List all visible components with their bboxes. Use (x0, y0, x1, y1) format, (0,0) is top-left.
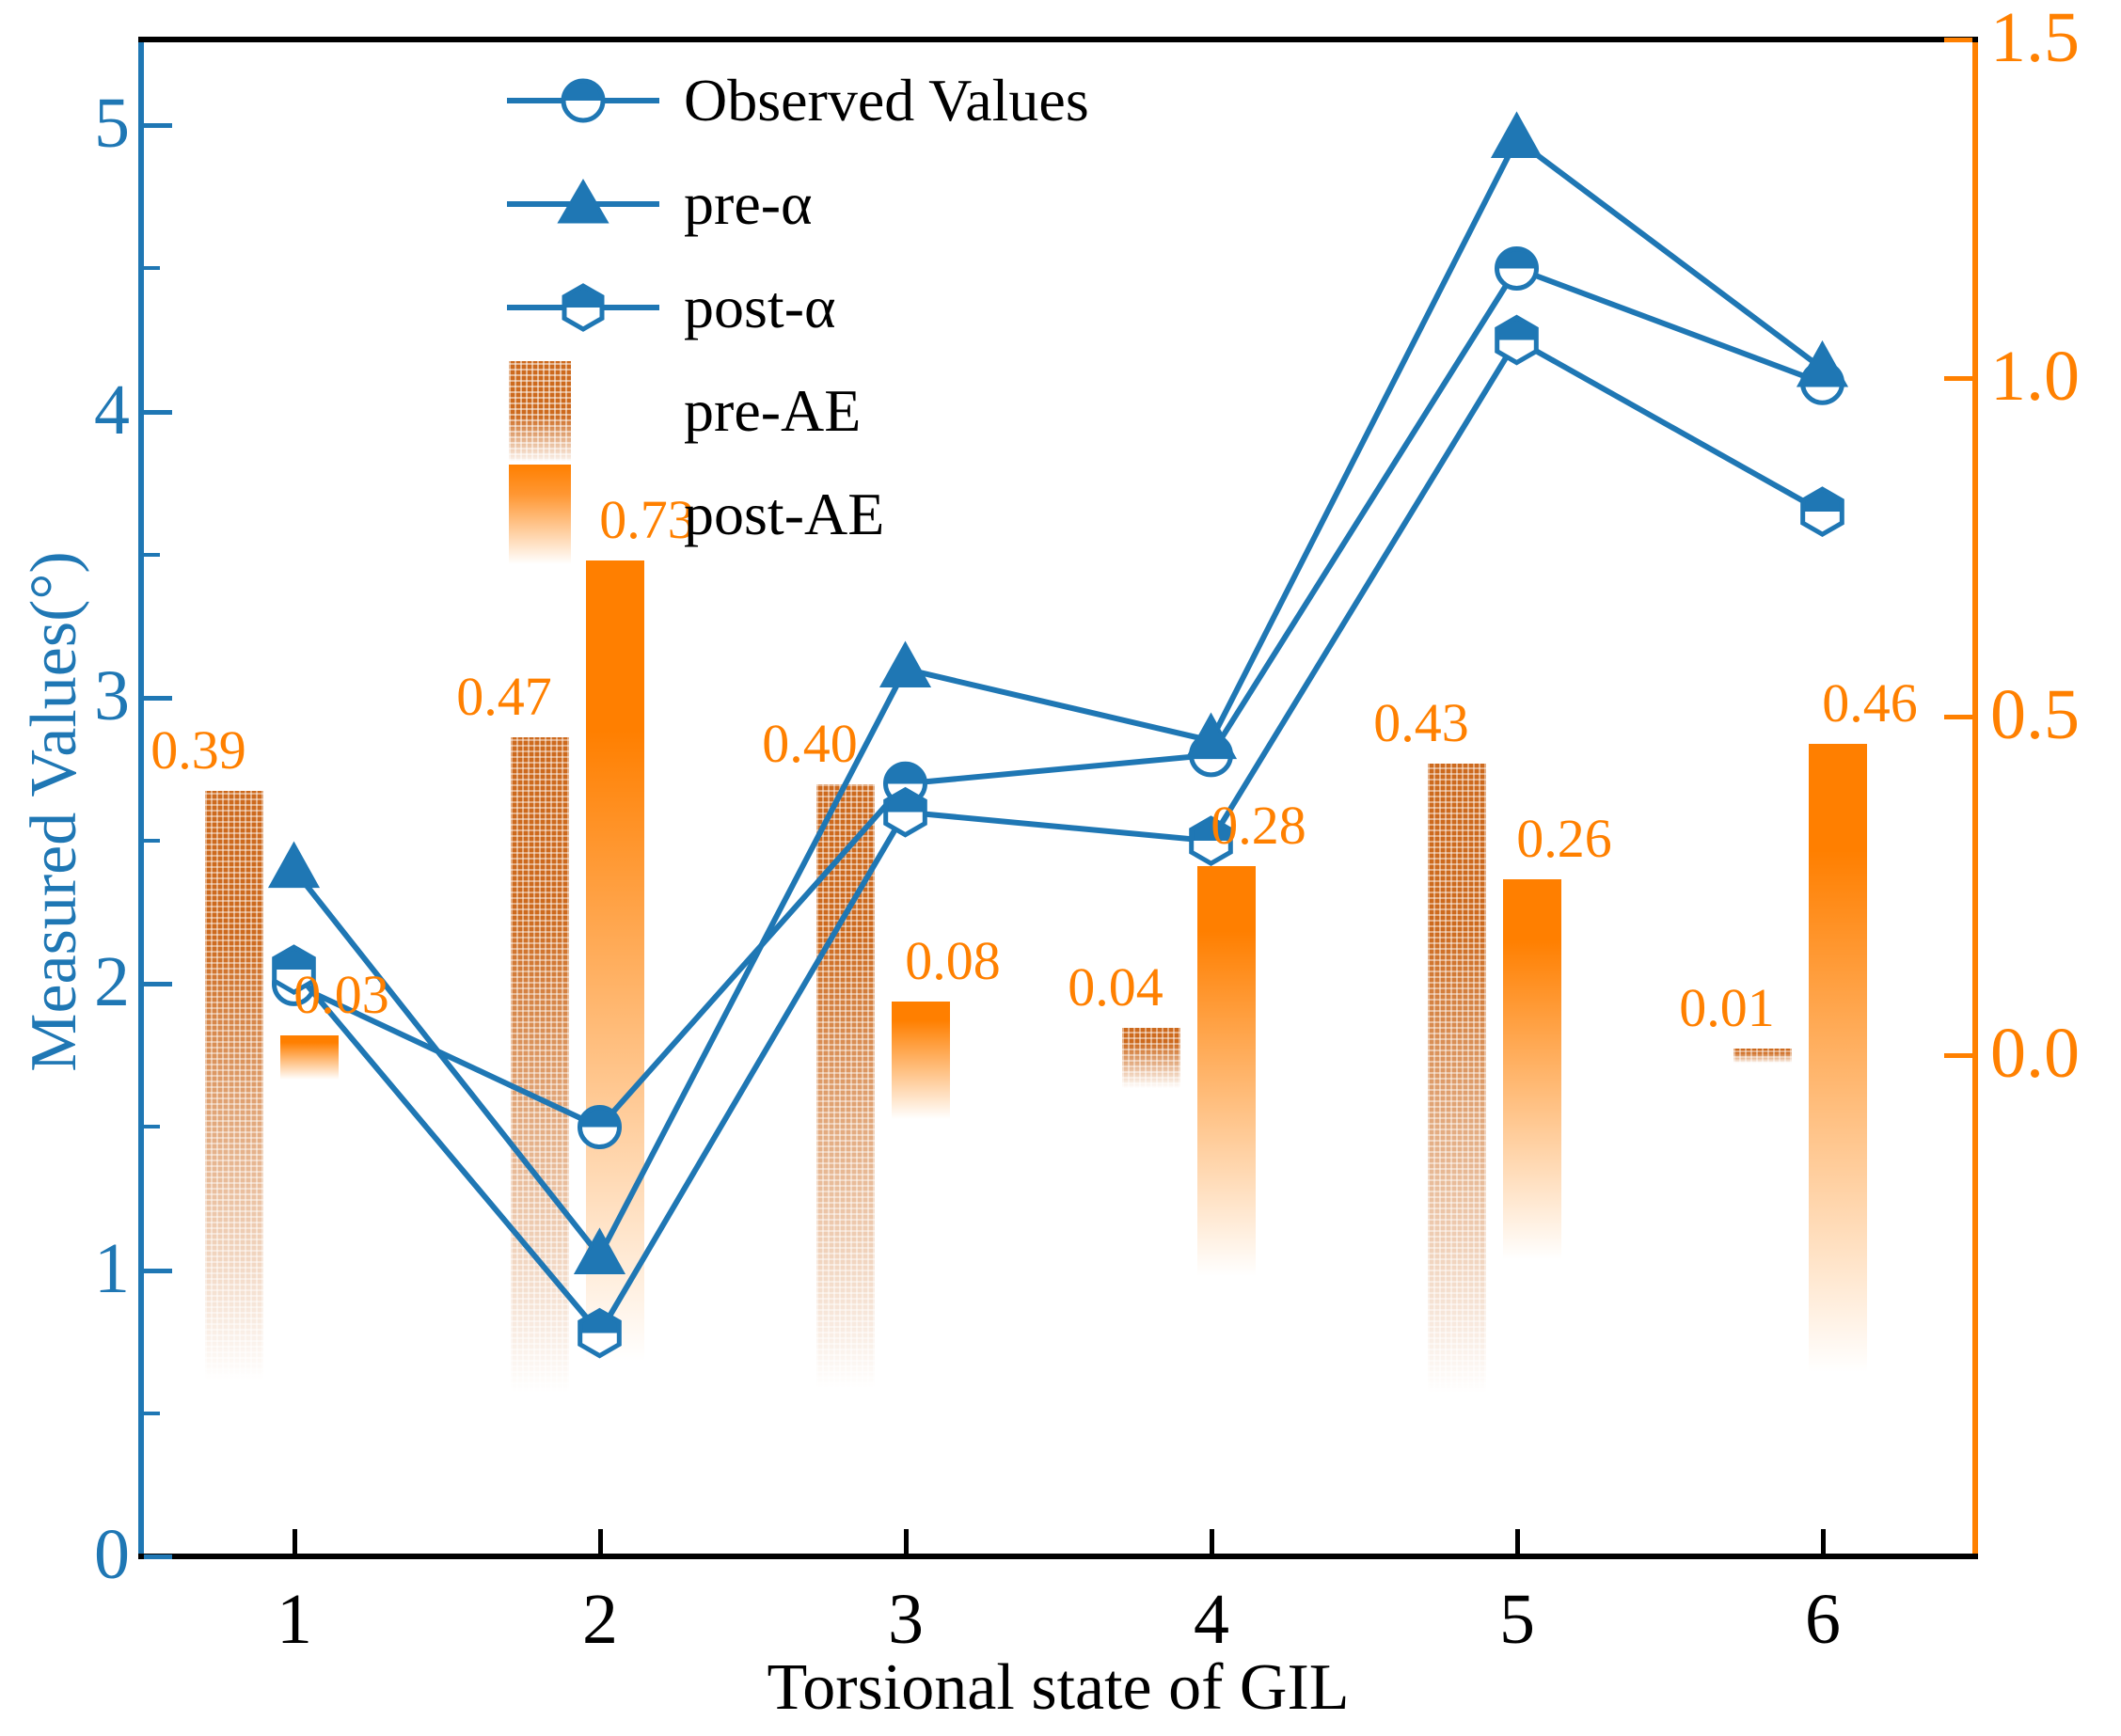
triangle-marker (267, 841, 321, 889)
legend-label-pre-AE: pre-AE (684, 377, 862, 444)
left-axis-minor-tick (144, 1125, 160, 1128)
left-tick-label: 1 (94, 1229, 130, 1308)
left-axis-minor-tick (144, 839, 160, 843)
right-tick-label: 1.0 (1990, 337, 2080, 416)
bar-label-post-AE-5: 0.26 (1516, 808, 1612, 869)
left-axis-tick (144, 410, 172, 415)
legend-entry-pre-alpha: pre-α (503, 152, 1089, 256)
legend-entry-observed-values: Observed Values (503, 49, 1089, 152)
left-tick-label: 0 (94, 1515, 130, 1594)
x-axis-tick (1515, 1529, 1520, 1554)
left-tick-label: 4 (94, 371, 130, 450)
right-axis-tick (1944, 715, 1972, 719)
bar-pre-AE-6 (1733, 1049, 1792, 1064)
circle-marker (1800, 360, 1844, 405)
bottom-axis-spine (138, 1554, 1978, 1559)
bar-post-AE-1 (280, 1035, 339, 1082)
left-axis-title: Measured Values(°) (18, 551, 90, 1072)
x-axis-tick (598, 1529, 603, 1554)
bar-label-pre-AE-4: 0.04 (1068, 956, 1163, 1018)
legend-line-hexagon-marker (503, 279, 663, 336)
triangle-marker (1490, 111, 1543, 159)
bar-post-AE-4 (1197, 866, 1256, 1302)
x-axis-title: Torsional state of GIL (767, 1651, 1350, 1724)
x-axis-tick (1210, 1529, 1214, 1554)
top-axis-spine (138, 37, 1978, 42)
x-axis-tick (293, 1529, 297, 1554)
legend-line-triangle-marker (503, 176, 663, 232)
right-axis-spine (1972, 39, 1978, 1559)
x-axis-tick (1821, 1529, 1826, 1554)
left-axis-tick (144, 1269, 172, 1273)
legend-swatch-post-AE (503, 465, 663, 564)
bar-label-pre-AE-3: 0.40 (762, 713, 858, 774)
x-tick-label: 5 (1499, 1580, 1535, 1659)
bar-pre-AE-2 (511, 737, 569, 1412)
bar-post-AE-3 (892, 1002, 950, 1127)
x-tick-label: 2 (582, 1580, 618, 1659)
triangle-marker (878, 640, 932, 688)
legend-entry-post-alpha: post-α (503, 256, 1089, 359)
bar-pre-AE-4 (1122, 1028, 1180, 1090)
left-axis-spine (138, 39, 144, 1559)
x-axis-tick (904, 1529, 909, 1554)
bar-label-post-AE-4: 0.28 (1211, 795, 1306, 856)
bar-post-AE-5 (1503, 879, 1561, 1284)
bar-label-pre-AE-2: 0.47 (456, 666, 552, 727)
hexagon-marker (1495, 314, 1539, 366)
left-axis-tick (144, 123, 172, 128)
bar-label-pre-AE-5: 0.43 (1373, 692, 1469, 753)
circle-marker (1495, 245, 1539, 291)
legend-swatch-pre-AE (503, 361, 663, 461)
x-tick-label: 3 (888, 1580, 924, 1659)
left-axis-minor-tick (144, 1412, 160, 1415)
right-tick-label: 0.5 (1990, 675, 2080, 754)
left-axis-tick (144, 1555, 172, 1559)
triangle-marker (1184, 712, 1238, 760)
legend-label-pre-alpha: pre-α (684, 170, 813, 237)
left-axis-minor-tick (144, 553, 160, 557)
bar-post-AE-2 (586, 560, 644, 1412)
left-tick-label: 5 (94, 84, 130, 163)
bar-pre-AE-1 (205, 791, 263, 1398)
bar-label-pre-AE-1: 0.39 (150, 719, 246, 781)
hexagon-marker (1800, 486, 1844, 538)
right-axis-tick (1944, 38, 1972, 42)
left-axis-minor-tick (144, 266, 160, 270)
left-tick-label: 3 (94, 656, 130, 735)
left-axis-tick (144, 696, 172, 701)
legend: Observed Values pre-α post-α (503, 49, 1089, 566)
bar-pre-AE-3 (816, 784, 875, 1407)
right-tick-label: 1.5 (1990, 0, 2080, 77)
bar-label-post-AE-6: 0.46 (1822, 672, 1918, 734)
left-tick-label: 2 (94, 942, 130, 1021)
bar-post-AE-6 (1809, 744, 1867, 1412)
x-tick-label: 1 (277, 1580, 312, 1659)
legend-entry-post-AE: post-AE (503, 463, 1089, 566)
right-tick-label: 0.0 (1990, 1014, 2080, 1093)
bar-label-pre-AE-6: 0.01 (1679, 977, 1775, 1038)
right-axis-tick (1944, 1053, 1972, 1058)
legend-label-post-AE: post-AE (684, 481, 885, 547)
x-tick-label: 4 (1194, 1580, 1229, 1659)
triangle-marker (1796, 339, 1849, 387)
circle-marker (1189, 733, 1233, 778)
right-axis-tick (1944, 376, 1972, 381)
x-tick-label: 6 (1805, 1580, 1841, 1659)
legend-label-observed-values: Observed Values (684, 67, 1089, 134)
hexagon-marker (883, 786, 927, 838)
bar-label-post-AE-3: 0.08 (905, 930, 1001, 991)
legend-label-post-alpha: post-α (684, 274, 836, 340)
legend-entry-pre-AE: pre-AE (503, 359, 1089, 463)
bar-label-post-AE-1: 0.03 (293, 964, 389, 1025)
left-axis-tick (144, 982, 172, 986)
legend-line-circle-marker (503, 72, 663, 129)
